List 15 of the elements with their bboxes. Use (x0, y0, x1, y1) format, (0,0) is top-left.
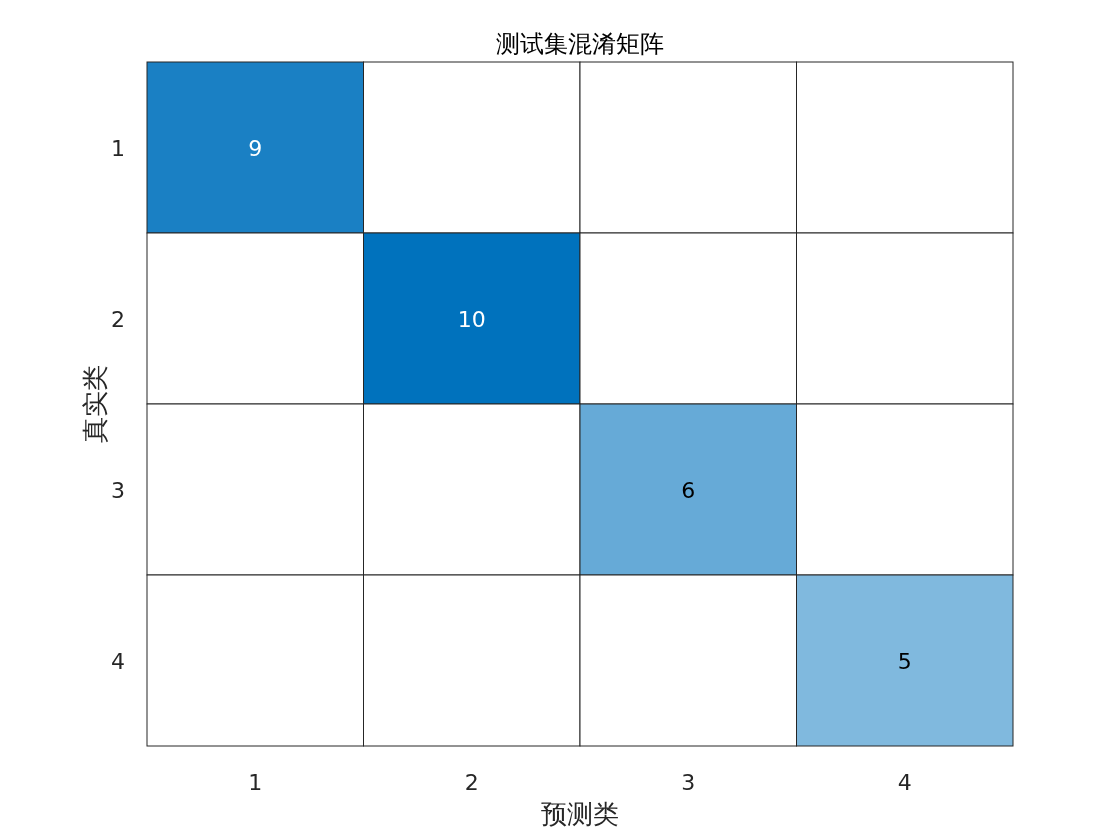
x-axis-title: 预测类 (541, 799, 619, 829)
y-tick-label: 3 (111, 477, 125, 503)
x-tick-label: 1 (248, 770, 263, 795)
data-label: 9 (248, 135, 263, 161)
x-tick-label: 3 (681, 770, 696, 795)
y-tick-label: 4 (111, 648, 125, 674)
data-label: 5 (897, 648, 912, 674)
y-tick-label: 2 (111, 306, 125, 332)
y-axis-title: 真实类 (80, 365, 110, 443)
data-label: 10 (457, 306, 486, 332)
chart-title: 测试集混淆矩阵 (496, 30, 664, 58)
x-tick-label: 4 (897, 770, 912, 795)
x-tick-label: 2 (464, 770, 479, 795)
data-label: 6 (681, 477, 696, 503)
y-tick-label: 1 (111, 135, 125, 161)
